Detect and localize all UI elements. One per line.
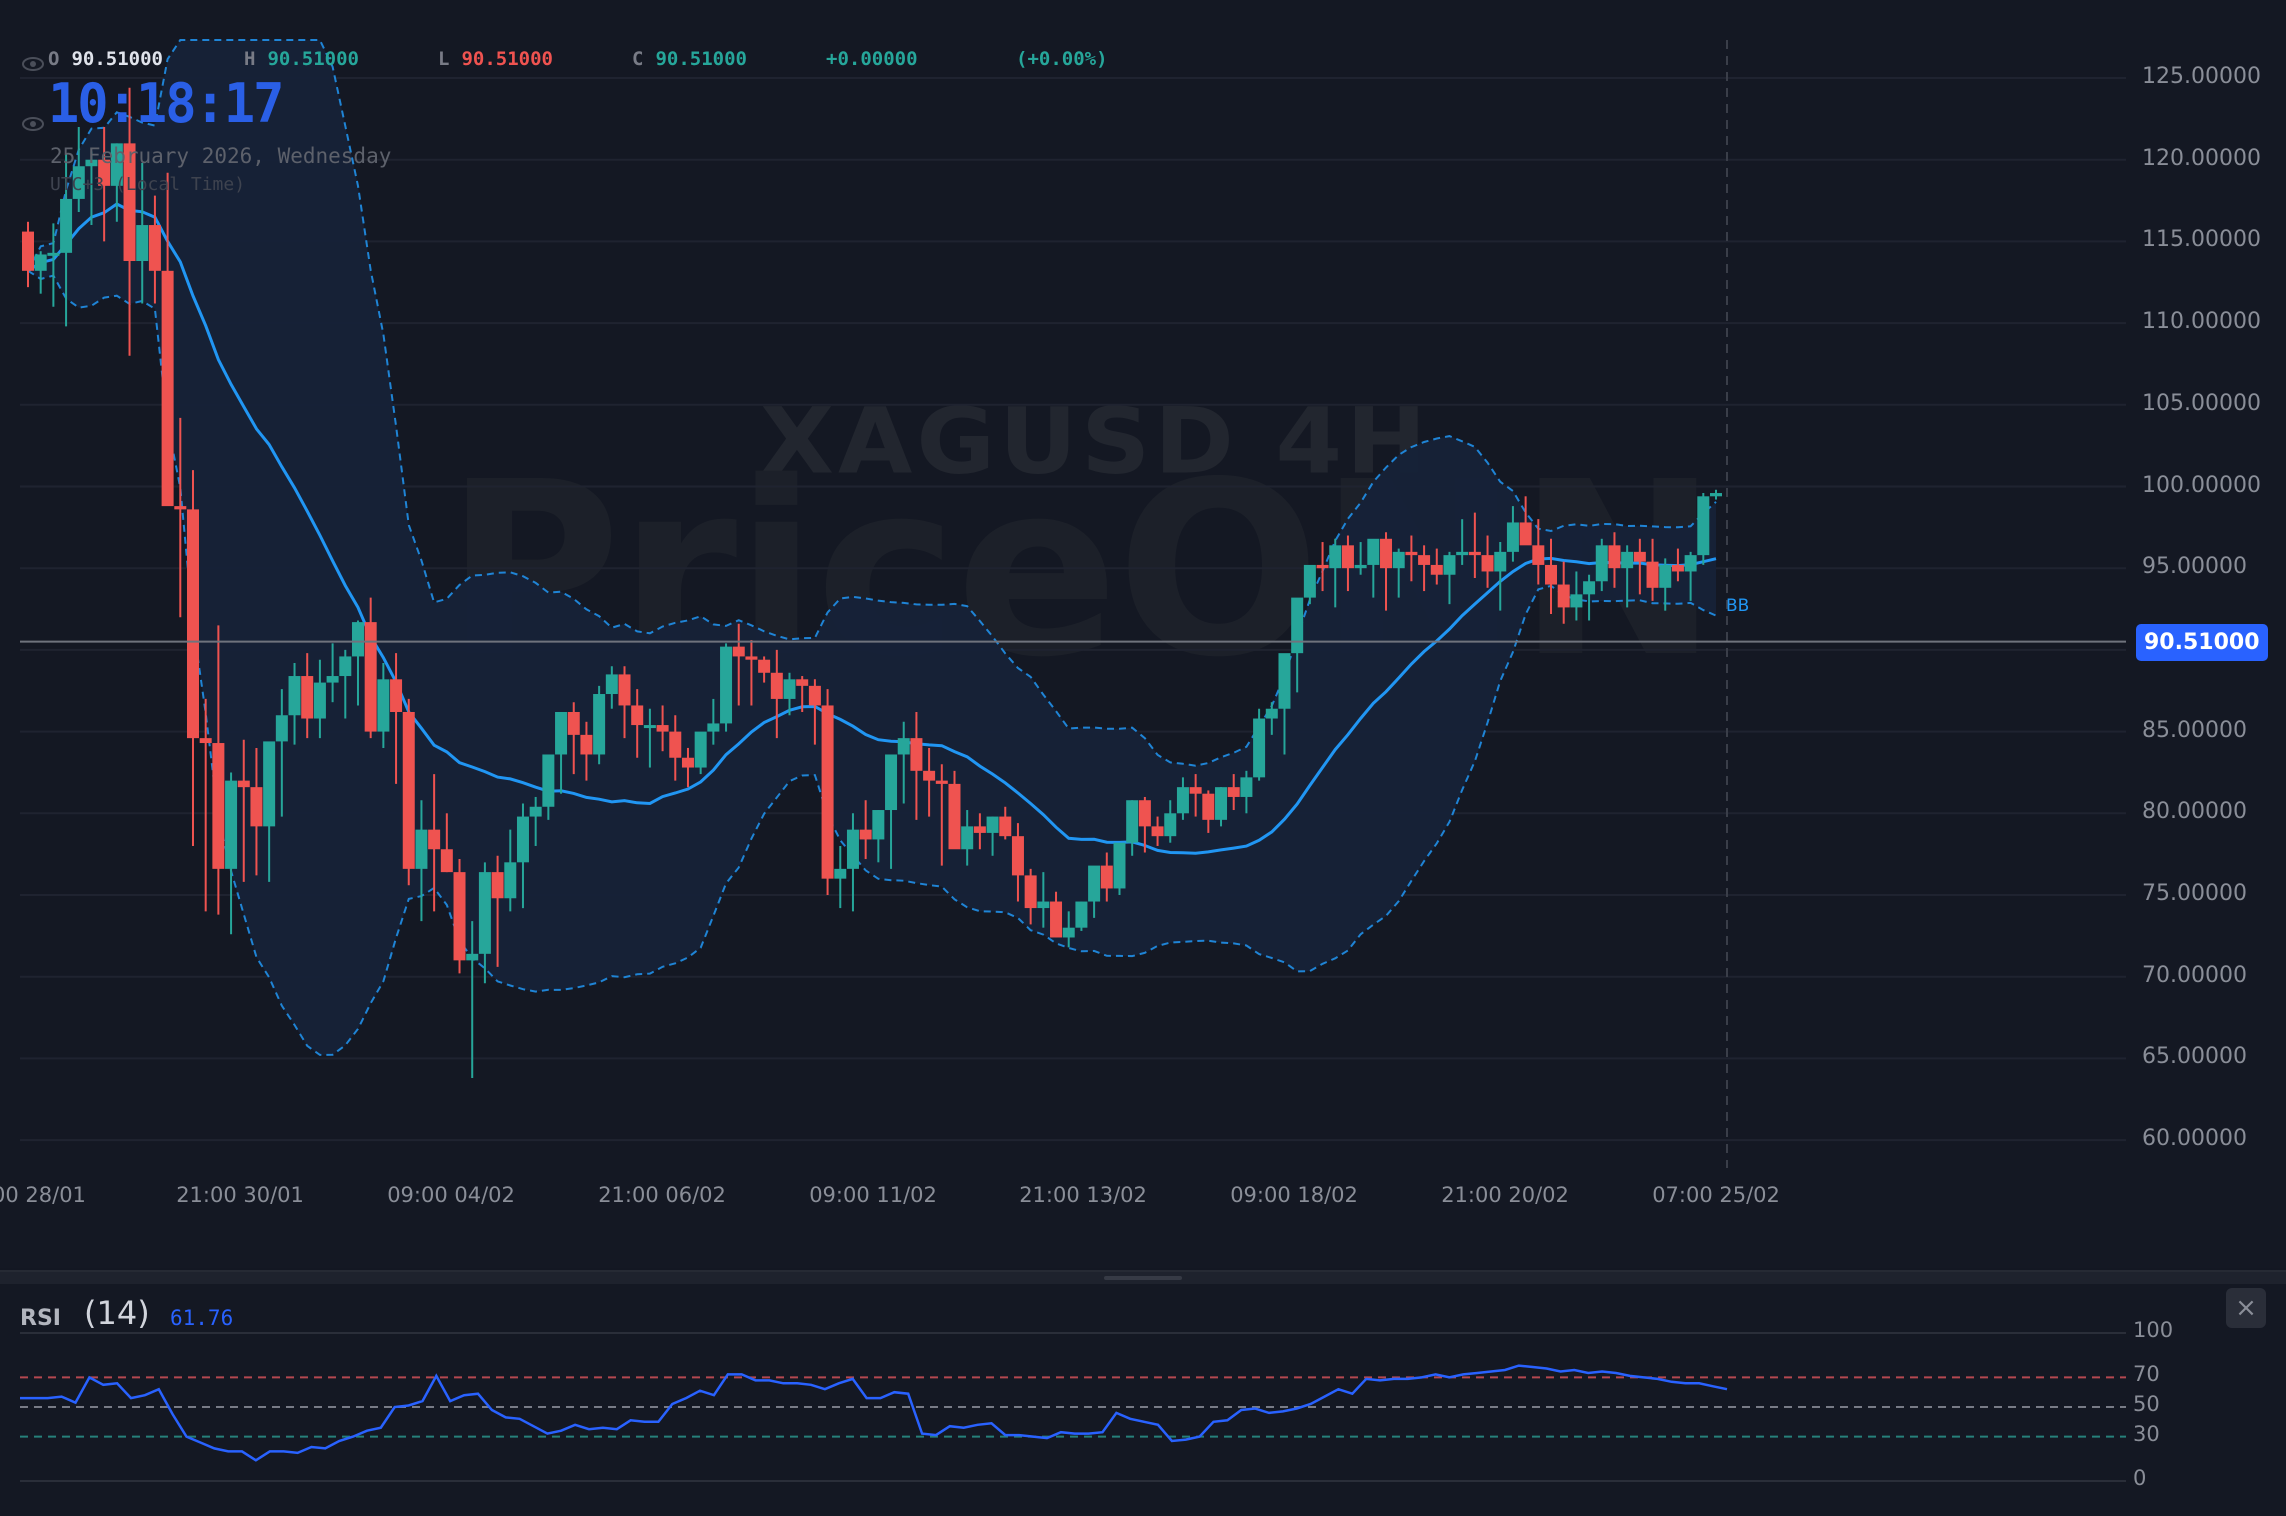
rsi-tick-label: 100 (2133, 1318, 2174, 1342)
price-tick-label: 65.00000 (2142, 1044, 2247, 1070)
bb-indicator-label[interactable]: BB (1726, 596, 1750, 616)
change-value: +0.00000 (826, 48, 918, 70)
close-icon: × (2235, 1293, 2257, 1323)
price-tick-label: 95.00000 (2142, 554, 2247, 580)
price-tick-label: 105.00000 (2142, 390, 2261, 416)
time-tick-label: 21:00 20/02 (1441, 1183, 1569, 1207)
price-tick-label: 75.00000 (2142, 881, 2247, 906)
rsi-value: 61.76 (170, 1306, 234, 1330)
price-tick-label: 110.00000 (2142, 309, 2261, 335)
price-tick-label: 100.00000 (2142, 472, 2261, 498)
rsi-tick-label: 70 (2133, 1362, 2160, 1387)
resize-handle[interactable] (1104, 1276, 1182, 1280)
time-tick-label: 09:00 18/02 (1230, 1183, 1358, 1207)
pane-divider[interactable] (0, 1270, 2286, 1286)
rsi-chart-canvas[interactable] (0, 1284, 2286, 1516)
time-tick-label: 21:00 13/02 (1019, 1183, 1147, 1207)
price-tick-label: 60.00000 (2142, 1126, 2247, 1152)
open-label: O (48, 48, 60, 70)
clock-time: 10:18:17 (48, 72, 284, 136)
last-price-tag: 90.51000 (2136, 624, 2268, 661)
price-tick-label: 125.00000 (2142, 64, 2261, 89)
price-tick-label: 115.00000 (2142, 227, 2261, 253)
clock-date: 25 February 2026, Wednesday (50, 144, 392, 168)
time-tick-label: 07:00 25/02 (1652, 1183, 1780, 1207)
change-percent: (+0.00%) (1016, 48, 1108, 70)
price-tick-label: 120.00000 (2142, 145, 2261, 171)
low-value: 90.51000 (461, 48, 553, 70)
time-tick-label: 21:00 06/02 (598, 1183, 726, 1207)
low-label: L (438, 48, 450, 70)
high-value: 90.51000 (267, 48, 359, 70)
price-chart-canvas[interactable] (0, 0, 2286, 1268)
time-tick-label: 00 28/01 (0, 1183, 86, 1207)
rsi-length: (14) (84, 1294, 150, 1332)
price-tick-label: 85.00000 (2142, 717, 2247, 743)
eye-icon[interactable] (22, 117, 44, 131)
rsi-title: RSI (20, 1306, 61, 1331)
close-rsi-button[interactable]: × (2226, 1288, 2266, 1328)
high-label: H (244, 48, 256, 70)
price-tick-label: 80.00000 (2142, 799, 2247, 825)
eye-icon[interactable] (22, 57, 44, 71)
price-tick-label: 70.00000 (2142, 962, 2247, 988)
main-chart-pane[interactable]: XAGUSD 4H PriceONN O 90.51000 H 90.51000 L… (0, 0, 2286, 1268)
clock-timezone: UTC+3 (Local Time) (50, 174, 246, 195)
rsi-pane[interactable]: RSI (14) 61.76 (0, 1284, 2286, 1516)
time-tick-label: 09:00 04/02 (387, 1183, 515, 1207)
close-label: C (632, 48, 644, 70)
time-tick-label: 09:00 11/02 (809, 1183, 937, 1207)
time-tick-label: 21:00 30/01 (176, 1183, 304, 1207)
rsi-tick-label: 50 (2133, 1392, 2160, 1416)
open-value: 90.51000 (71, 48, 163, 70)
close-value: 90.51000 (655, 48, 747, 70)
rsi-tick-label: 0 (2133, 1466, 2147, 1490)
rsi-tick-label: 30 (2133, 1421, 2160, 1446)
